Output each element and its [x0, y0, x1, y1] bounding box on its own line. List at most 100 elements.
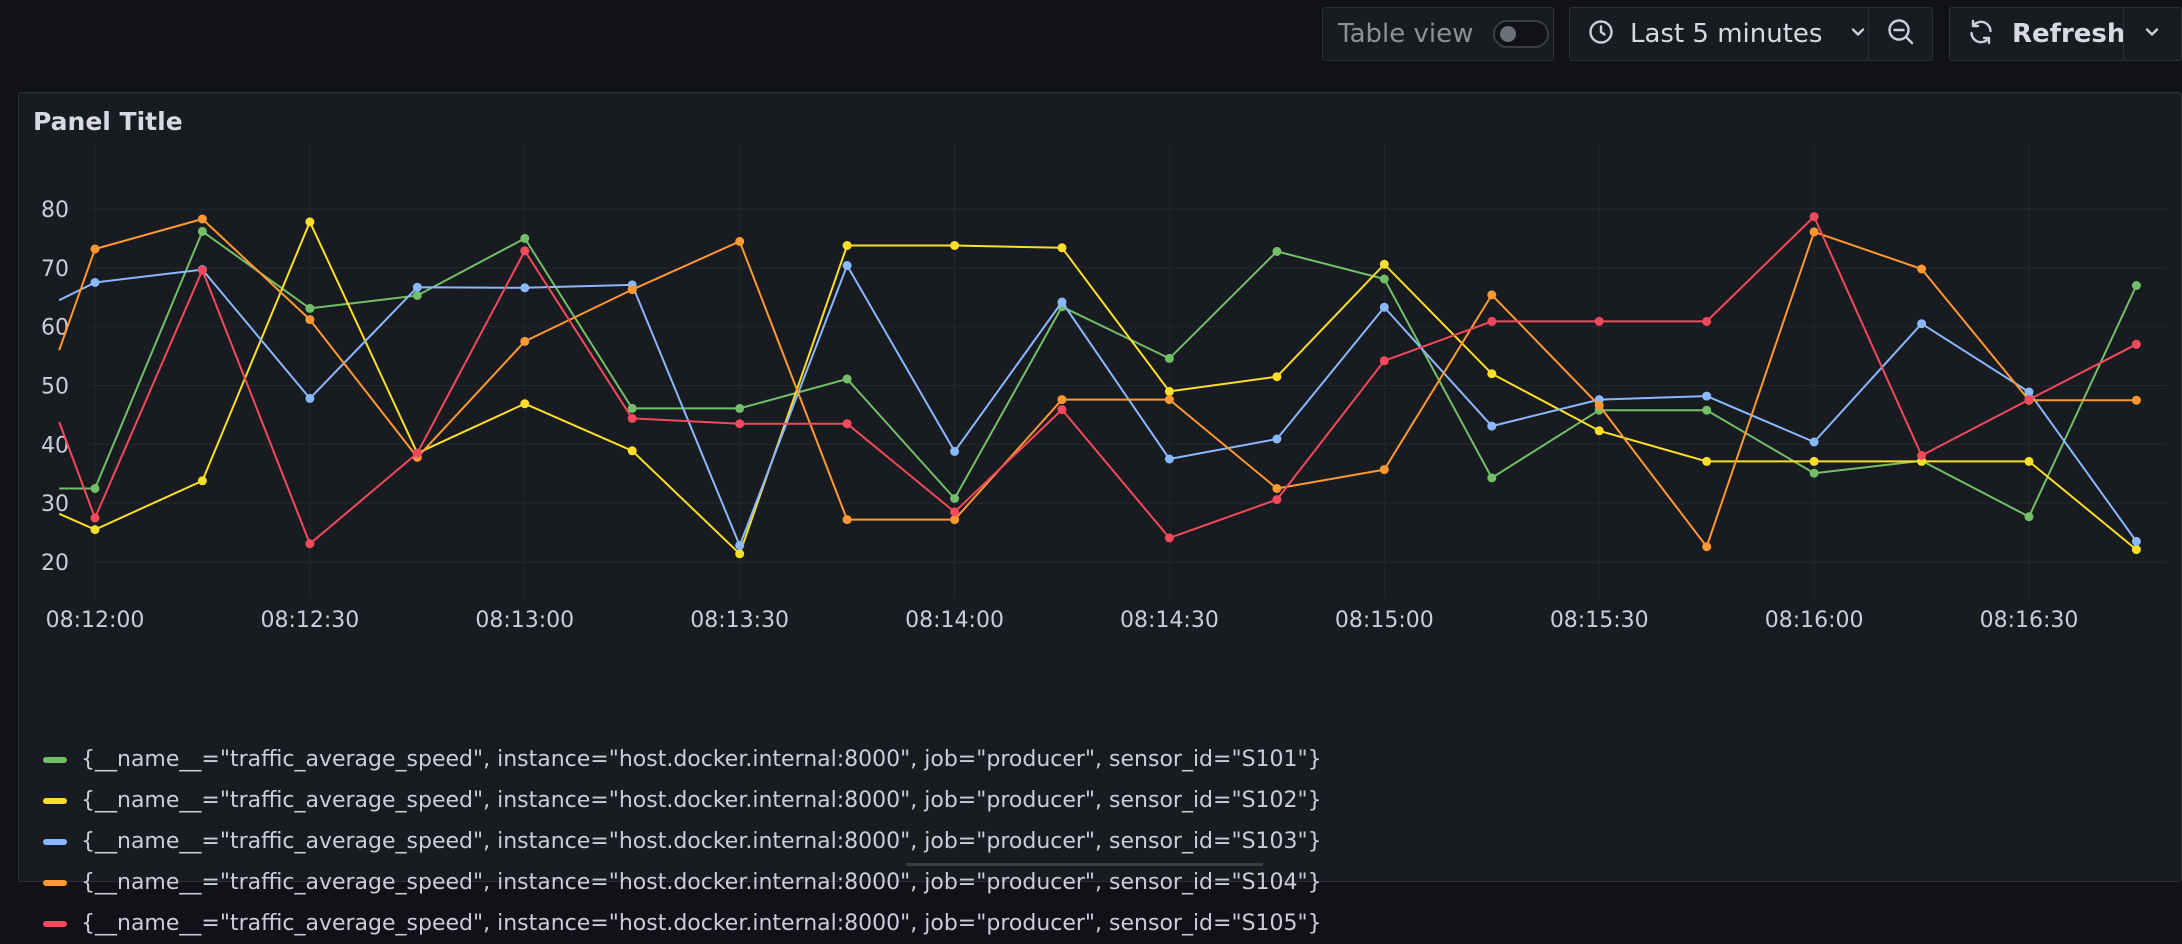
data-point[interactable] — [627, 403, 637, 413]
data-point[interactable] — [1379, 302, 1389, 312]
data-point[interactable] — [1702, 542, 1712, 552]
data-point[interactable] — [950, 515, 960, 525]
data-point[interactable] — [197, 214, 207, 224]
data-point[interactable] — [520, 233, 530, 243]
data-point[interactable] — [842, 241, 852, 250]
data-point[interactable] — [1809, 437, 1819, 447]
data-point[interactable] — [1272, 484, 1282, 493]
data-point[interactable] — [305, 217, 315, 227]
time-range-button[interactable]: Last 5 minutes — [1570, 8, 1868, 60]
data-point[interactable] — [1379, 465, 1389, 475]
data-point[interactable] — [1809, 227, 1819, 237]
data-point[interactable] — [1164, 533, 1174, 543]
legend-item[interactable]: {__name__="traffic_average_speed", insta… — [43, 739, 1322, 780]
data-point[interactable] — [1809, 456, 1819, 466]
data-point[interactable] — [1594, 316, 1604, 326]
data-point[interactable] — [735, 419, 745, 429]
data-point[interactable] — [2131, 339, 2141, 349]
data-point[interactable] — [1487, 369, 1497, 379]
data-point[interactable] — [1594, 401, 1604, 410]
data-point[interactable] — [950, 494, 960, 503]
data-point[interactable] — [90, 484, 100, 493]
data-point[interactable] — [197, 226, 207, 236]
data-point[interactable] — [1164, 454, 1174, 464]
data-point[interactable] — [305, 539, 315, 549]
data-point[interactable] — [2131, 536, 2141, 546]
data-point[interactable] — [90, 244, 100, 254]
data-point[interactable] — [735, 549, 745, 559]
data-point[interactable] — [520, 246, 530, 256]
data-point[interactable] — [520, 283, 530, 293]
data-point[interactable] — [735, 236, 745, 246]
data-point[interactable] — [1487, 316, 1497, 326]
series-line-1[interactable] — [59, 230, 2138, 518]
data-point[interactable] — [1057, 297, 1067, 307]
data-point[interactable] — [1702, 316, 1712, 326]
data-point[interactable] — [1487, 421, 1497, 431]
data-point[interactable] — [90, 513, 100, 523]
data-point[interactable] — [197, 476, 207, 486]
table-view-toggle[interactable]: Table view — [1322, 7, 1554, 61]
data-point[interactable] — [1702, 456, 1712, 466]
data-point[interactable] — [2024, 456, 2034, 466]
data-point[interactable] — [627, 413, 637, 423]
data-point[interactable] — [1057, 405, 1067, 415]
data-point[interactable] — [305, 303, 315, 313]
data-point[interactable] — [1917, 264, 1927, 274]
data-point[interactable] — [520, 399, 530, 409]
data-point[interactable] — [735, 541, 745, 550]
data-point[interactable] — [412, 448, 422, 458]
series-line-2[interactable] — [58, 220, 2138, 555]
data-point[interactable] — [842, 374, 852, 384]
data-point[interactable] — [305, 315, 315, 325]
data-point[interactable] — [2024, 512, 2034, 522]
data-point[interactable] — [90, 525, 100, 535]
data-point[interactable] — [842, 261, 852, 270]
data-point[interactable] — [2024, 387, 2034, 397]
data-point[interactable] — [1379, 259, 1389, 269]
data-point[interactable] — [627, 285, 637, 295]
data-point[interactable] — [1379, 274, 1389, 284]
data-point[interactable] — [90, 278, 100, 287]
zoom-out-button[interactable] — [1869, 8, 1932, 60]
data-point[interactable] — [2131, 545, 2141, 555]
data-point[interactable] — [1809, 212, 1819, 222]
data-point[interactable] — [520, 336, 530, 346]
data-point[interactable] — [1917, 319, 1927, 329]
data-point[interactable] — [197, 265, 207, 275]
legend-item[interactable]: {__name__="traffic_average_speed", insta… — [43, 903, 1322, 944]
data-point[interactable] — [1917, 451, 1927, 460]
data-point[interactable] — [1164, 395, 1174, 405]
legend-item[interactable]: {__name__="traffic_average_speed", insta… — [43, 821, 1322, 862]
data-point[interactable] — [305, 393, 315, 403]
data-point[interactable] — [842, 419, 852, 429]
data-point[interactable] — [2024, 395, 2034, 405]
scroll-handle[interactable] — [906, 863, 1263, 866]
data-point[interactable] — [950, 446, 960, 456]
data-point[interactable] — [1487, 473, 1497, 483]
refresh-button[interactable]: Refresh — [1950, 8, 2125, 60]
data-point[interactable] — [1594, 426, 1604, 436]
data-point[interactable] — [950, 507, 960, 517]
series-line-5[interactable] — [58, 215, 2137, 545]
data-point[interactable] — [1379, 356, 1389, 366]
data-point[interactable] — [627, 446, 637, 456]
data-point[interactable] — [1809, 468, 1819, 478]
data-point[interactable] — [735, 403, 745, 413]
data-point[interactable] — [1272, 372, 1282, 382]
data-point[interactable] — [1702, 405, 1712, 415]
data-point[interactable] — [1272, 246, 1282, 256]
legend-item[interactable]: {__name__="traffic_average_speed", insta… — [43, 862, 1322, 903]
data-point[interactable] — [412, 282, 422, 292]
data-point[interactable] — [2131, 281, 2141, 290]
data-point[interactable] — [950, 241, 960, 250]
data-point[interactable] — [1272, 434, 1282, 444]
legend-item[interactable]: {__name__="traffic_average_speed", insta… — [43, 780, 1322, 821]
data-point[interactable] — [1057, 243, 1067, 253]
data-point[interactable] — [1487, 290, 1497, 300]
data-point[interactable] — [1272, 495, 1282, 505]
refresh-interval-button[interactable] — [2124, 8, 2181, 60]
data-point[interactable] — [1057, 395, 1067, 405]
data-point[interactable] — [2131, 395, 2141, 405]
data-point[interactable] — [1164, 353, 1174, 363]
